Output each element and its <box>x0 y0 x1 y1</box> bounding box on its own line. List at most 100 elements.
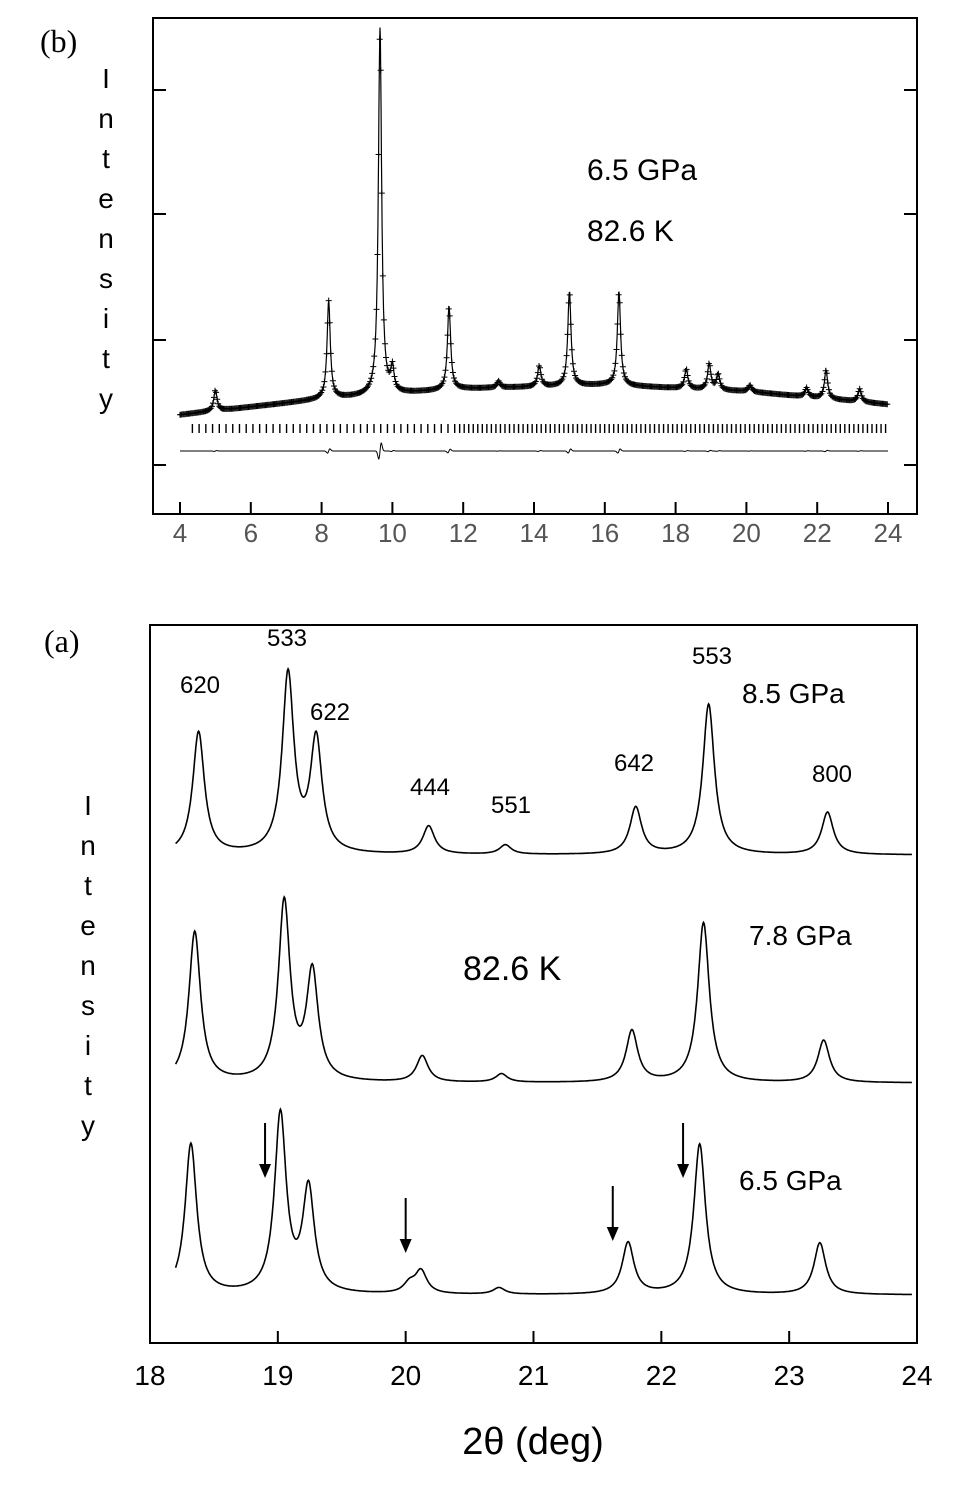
observed-point <box>374 251 381 258</box>
observed-point <box>444 332 451 339</box>
observed-point <box>369 370 376 377</box>
observed-point <box>819 388 826 395</box>
arrow-head <box>677 1164 690 1178</box>
observed-point <box>711 380 718 387</box>
observed-point <box>572 372 579 379</box>
observed-point <box>619 363 626 370</box>
observed-point <box>329 377 336 384</box>
series-label-6-5-gpa: 6.5 GPa <box>739 1165 842 1196</box>
observed-point <box>534 369 541 376</box>
panel-a-arrows <box>259 1123 690 1253</box>
observed-point <box>704 368 711 375</box>
observed-point <box>322 368 329 375</box>
observed-point <box>609 374 616 381</box>
panel-b-x-tick-label: 8 <box>314 518 328 548</box>
observed-point <box>560 373 567 380</box>
observed-point <box>611 367 618 374</box>
observed-point <box>213 389 220 396</box>
observed-point <box>321 378 328 385</box>
peak-label-642: 642 <box>614 750 654 777</box>
peak-label-622: 622 <box>310 699 350 726</box>
panel-b-calculated-profile <box>179 27 889 416</box>
observed-point <box>367 378 374 385</box>
panel-b-x-tick-label: 4 <box>173 518 187 548</box>
observed-point <box>715 370 722 377</box>
panel-b-x-tick-label: 6 <box>244 518 258 548</box>
observed-point <box>884 401 891 408</box>
panel-a-x-tick-label: 24 <box>901 1360 932 1391</box>
observed-point <box>447 340 454 347</box>
panel-b-observed-points <box>177 36 891 418</box>
observed-point <box>716 375 723 382</box>
peak-label-533: 533 <box>267 625 307 652</box>
panel-b-x-tick-label: 14 <box>520 518 549 548</box>
panel-b-x-tick-label: 20 <box>732 518 761 548</box>
observed-point <box>571 368 577 375</box>
observed-point <box>616 299 623 306</box>
observed-point <box>537 364 543 371</box>
panel-b-plot-frame <box>152 17 918 515</box>
observed-point <box>683 366 690 373</box>
observed-point <box>856 385 863 392</box>
observed-point <box>613 346 620 353</box>
observed-point <box>442 367 449 374</box>
observed-point <box>821 376 828 383</box>
panel-a-label: (a) <box>44 623 80 659</box>
panel-b-reflection-ticks <box>191 424 887 433</box>
observed-point <box>744 386 751 393</box>
observed-point <box>382 340 388 347</box>
series-line-6-5-gpa <box>174 1107 912 1296</box>
panel-a-x-ticks: 18 19 20 21 22 23 24 <box>134 1331 933 1391</box>
peak-label-620: 620 <box>180 672 220 699</box>
observed-point <box>823 370 830 377</box>
observed-point <box>857 388 864 395</box>
observed-point <box>561 370 568 377</box>
panel-b-x-ticks: 4 6 8 10 12 14 16 18 20 22 24 <box>173 502 902 548</box>
observed-point <box>700 383 707 389</box>
observed-point <box>372 336 379 342</box>
observed-point <box>568 346 575 353</box>
observed-point <box>567 321 574 328</box>
observed-point <box>443 354 450 361</box>
observed-point <box>678 382 685 389</box>
observed-point <box>713 376 720 383</box>
series-label-8-5-gpa: 8.5 GPa <box>742 678 845 709</box>
observed-point <box>685 377 692 384</box>
observed-point <box>379 272 386 279</box>
arrow-head <box>399 1239 412 1253</box>
observed-point <box>824 380 831 386</box>
observed-point <box>375 151 382 158</box>
observed-point <box>617 331 624 338</box>
observed-point <box>612 360 619 367</box>
peak-label-551: 551 <box>491 792 531 819</box>
observed-point <box>325 297 332 304</box>
panel-a-x-tick-label: 21 <box>518 1360 549 1391</box>
peak-label-800: 800 <box>812 761 852 788</box>
observed-point <box>320 384 327 390</box>
observed-point <box>618 352 625 359</box>
observed-point <box>492 382 499 389</box>
observed-point <box>708 371 714 378</box>
peak-label-444: 444 <box>410 774 450 801</box>
observed-point <box>852 396 859 402</box>
observed-point <box>614 321 621 327</box>
observed-point <box>383 354 389 361</box>
arrow-head <box>259 1164 272 1178</box>
observed-point <box>563 352 570 359</box>
observed-point <box>562 363 569 370</box>
observed-point <box>565 299 572 306</box>
observed-point <box>380 316 387 323</box>
panel-b-label: (b) <box>40 23 77 59</box>
observed-point <box>446 312 453 319</box>
observed-point <box>681 374 688 381</box>
panel-a-x-tick-label: 19 <box>262 1360 293 1391</box>
series-label-7-8-gpa: 7.8 GPa <box>749 920 852 951</box>
panel-a-x-tick-label: 22 <box>646 1360 677 1391</box>
observed-point <box>214 396 221 403</box>
observed-point <box>441 374 448 381</box>
observed-point <box>680 378 687 385</box>
observed-point <box>538 371 545 378</box>
observed-point <box>389 358 396 365</box>
